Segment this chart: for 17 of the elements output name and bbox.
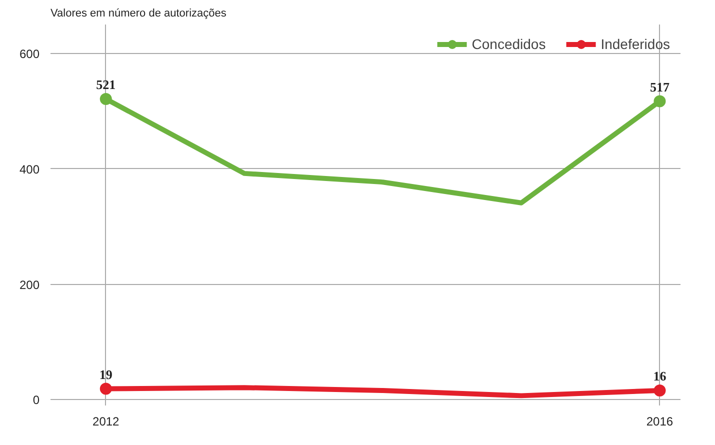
data-label: 19: [99, 366, 113, 382]
point: [100, 92, 112, 105]
data-label: 521: [96, 76, 116, 92]
chart-subtitle: Valores em número de autorizações: [50, 8, 227, 20]
point: [654, 95, 666, 108]
data-label: 517: [650, 79, 670, 94]
x-tick-label: 2016: [646, 414, 674, 428]
data-label: 16: [653, 368, 667, 384]
y-tick-label: 0: [32, 393, 40, 408]
y-tick-label: 400: [19, 162, 40, 176]
y-tick-label: 200: [19, 278, 40, 292]
point: [100, 382, 112, 395]
legend-label: Indeferidos: [600, 36, 670, 52]
point: [654, 384, 666, 396]
x-tick-label: 2012: [92, 414, 120, 428]
legend-label: Concedidos: [472, 36, 546, 52]
y-tick-label: 600: [19, 46, 40, 61]
